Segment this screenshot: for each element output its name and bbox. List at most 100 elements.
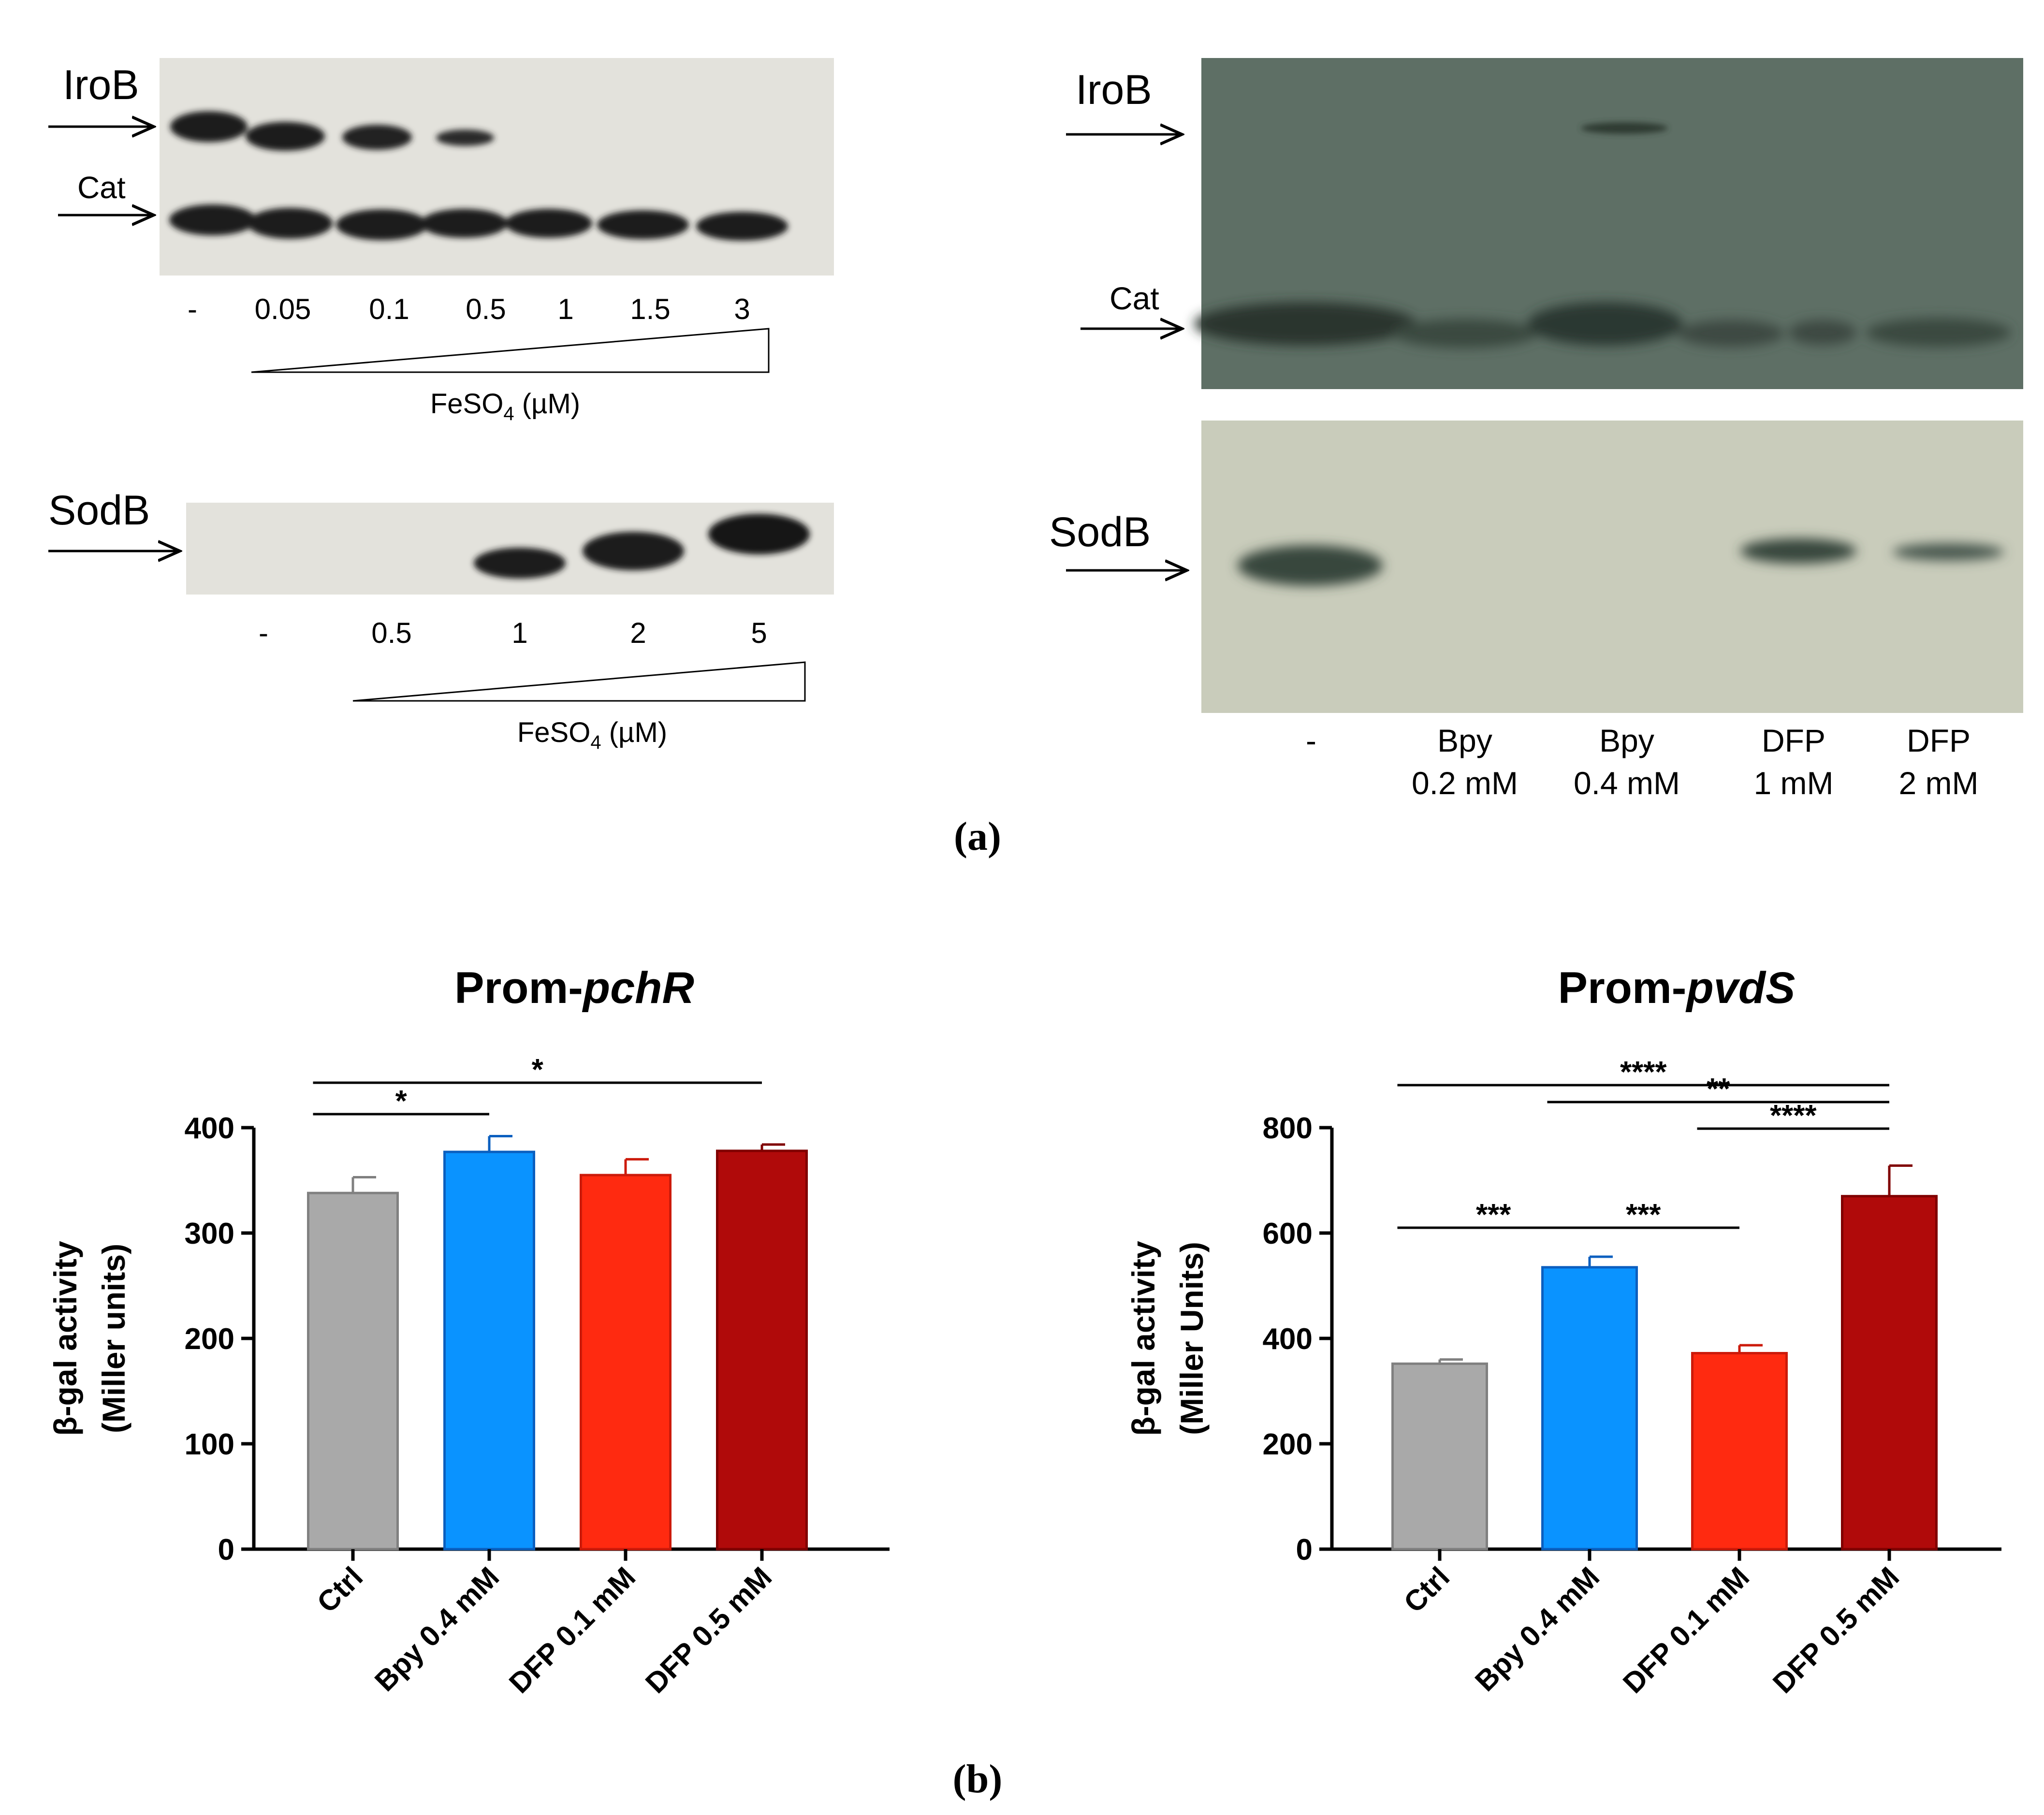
chart-pchR: Prom-pchR β-gal activity (Miller units) 0 10… [47, 963, 890, 1699]
band-chelator-cat-lane4 [1678, 320, 1784, 347]
bar [307, 1191, 399, 1551]
y-axis-label-units: (Miller units) [96, 1244, 131, 1433]
significance-label: ** [1707, 1073, 1730, 1106]
blot-chelator-lane-label-line1: - [1306, 723, 1316, 758]
chelator-iroB-bands [1581, 122, 1668, 134]
y-tick-label: 800 [1263, 1112, 1313, 1145]
blot-sodb-lane-label: 0.5 [371, 617, 411, 649]
band-chelator-cat-lane5 [1789, 320, 1856, 345]
sodB-label: SodB [48, 487, 150, 534]
y-tick-label: 200 [185, 1322, 234, 1356]
y-tick-label: 200 [1263, 1428, 1313, 1461]
y-axis-label-units: (Miller Units) [1174, 1242, 1210, 1435]
blot-sodb-lane-label: 1 [511, 617, 527, 649]
bar [1391, 1362, 1488, 1551]
band-chelator-cat-lane1 [1194, 302, 1416, 346]
band-chelator-cat-lane6 [1866, 318, 2011, 347]
band-chelator-sodB-lane4 [1740, 538, 1856, 564]
iroB-label: IroB [63, 62, 139, 108]
y-tick-label: 600 [1263, 1217, 1313, 1250]
band-sodB-lane4 [583, 532, 684, 570]
blot-sodb-lane-label: - [259, 617, 268, 649]
blot-iron-lane-label: 0.05 [255, 293, 311, 325]
x-tick-label: Bpy 0.4 mM [1469, 1561, 1606, 1698]
sodB-bands [474, 514, 810, 579]
blot-iron-lane-label: - [188, 293, 197, 325]
significance-label: **** [1770, 1099, 1817, 1133]
blot-chelator: IroB Cat SodB - Bpy 0.2 mM Bpy 0.4 mM DFP 1 mM… [1049, 58, 2023, 801]
y-tick-label: 0 [218, 1533, 234, 1567]
band-chelator-iroB-lane3 [1581, 122, 1668, 134]
chelator-sodB-label: SodB [1049, 509, 1151, 555]
band-cat-lane5 [505, 209, 592, 238]
blot-sodb-lane-label: 5 [751, 617, 767, 649]
feso4-axis-label: FeSO4 (µM) [430, 388, 580, 424]
cat-label: Cat [77, 170, 126, 205]
bar [1541, 1266, 1638, 1551]
blot-iron-ladder: IroB Cat - 0.05 0.1 0.5 1 1.5 3 FeSO4 (µM) [48, 58, 834, 424]
blot-chelator-lane-label-line1: DFP [1907, 723, 1971, 758]
significance-label: *** [1626, 1198, 1661, 1232]
band-iroB-lane3 [342, 125, 412, 150]
blot-iron-lane-label: 0.5 [466, 293, 506, 325]
chelator-iroB-label: IroB [1076, 67, 1152, 113]
band-cat-lane3 [336, 209, 428, 240]
y-axis-label: β-gal activity [47, 1241, 83, 1436]
bar [1841, 1195, 1938, 1551]
bar [716, 1149, 808, 1551]
y-tick-label: 400 [185, 1112, 234, 1145]
band-chelator-sodB-lane1 [1238, 545, 1383, 586]
blot-iron-lane-labels: - 0.05 0.1 0.5 1 1.5 3 [188, 293, 750, 325]
blot-chelator-lane-label-line1: Bpy [1437, 723, 1492, 758]
blot-chelator-lane-labels: - Bpy 0.2 mM Bpy 0.4 mM DFP 1 mM DFP 2 mM [1306, 723, 1978, 801]
y-tick-label: 0 [1296, 1533, 1313, 1567]
significance-label: * [395, 1085, 408, 1118]
blot-sodb-ladder: SodB - 0.5 1 2 5 FeSO4 (µM) [48, 487, 834, 753]
concentration-wedge-2 [352, 661, 806, 702]
blot-chelator-lane-label-line1: Bpy [1599, 723, 1654, 758]
chart-title: Prom-pchR [454, 963, 694, 1013]
x-tick-label: DFP 0.1 mM [503, 1561, 642, 1699]
feso4-axis-label-2: FeSO4 (µM) [517, 717, 667, 753]
x-tick-label: DFP 0.5 mM [1767, 1561, 1905, 1699]
cat-bands [169, 204, 788, 241]
blot-iron-lane-label: 0.1 [369, 293, 409, 325]
x-tick-label: DFP 0.5 mM [639, 1561, 778, 1699]
band-cat-lane4 [421, 209, 508, 238]
blot-chelator-lane-label-line2: 2 mM [1899, 765, 1979, 801]
y-axis-label: β-gal activity [1125, 1241, 1161, 1436]
band-chelator-cat-lane2 [1392, 319, 1537, 348]
bar [443, 1150, 535, 1551]
band-cat-lane7 [696, 212, 788, 241]
band-iroB-lane4 [436, 130, 494, 146]
x-tick-label: Ctrl [311, 1561, 369, 1619]
blot-chelator-lane-label-line1: DFP [1762, 723, 1825, 758]
blot-iron-lane-label: 1 [557, 293, 573, 325]
band-cat-lane6 [597, 210, 689, 239]
blot-iron-membrane [160, 58, 834, 276]
band-iroB-lane1 [170, 111, 248, 142]
blot-chelator-lane-label-line2: 0.4 mM [1574, 765, 1680, 801]
chart-title: Prom-pvdS [1558, 963, 1796, 1013]
blot-chelator-lane-label-line2: 1 mM [1754, 765, 1834, 801]
blot-iron-lane-label: 3 [734, 293, 750, 325]
blot-sodb-lane-label: 2 [630, 617, 646, 649]
y-tick-label: 300 [185, 1217, 234, 1250]
x-tick-label: Bpy 0.4 mM [368, 1561, 505, 1698]
bar [1691, 1352, 1788, 1551]
band-sodB-lane5 [708, 514, 810, 554]
chelator-sodB-bands [1238, 538, 2004, 586]
blot-iron-lane-label: 1.5 [630, 293, 670, 325]
band-sodB-lane3 [474, 548, 566, 579]
band-chelator-cat-lane3 [1528, 302, 1682, 346]
blot-chelator-lane-label-line2: 0.2 mM [1412, 765, 1518, 801]
panel-a-caption: (a) [954, 814, 1001, 859]
band-cat-lane2 [248, 208, 333, 239]
bar [580, 1174, 672, 1551]
concentration-wedge [251, 328, 770, 373]
panel-b-caption: (b) [953, 1757, 1003, 1801]
blot-sodb-lane-labels: - 0.5 1 2 5 [259, 617, 767, 649]
band-chelator-sodB-lane5 [1893, 543, 2004, 561]
x-tick-label: DFP 0.1 mM [1617, 1561, 1755, 1699]
